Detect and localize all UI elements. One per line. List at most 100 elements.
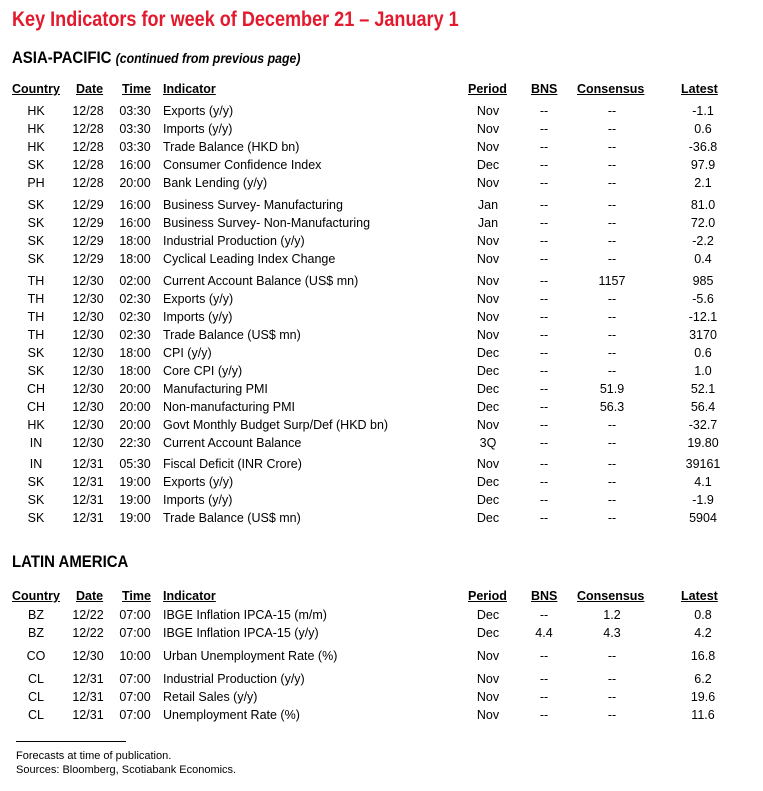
header-bns: BNS	[531, 82, 558, 96]
header-date: Date	[76, 82, 104, 96]
cell-indicator: Industrial Production (y/y)	[163, 672, 305, 686]
cell-consensus: --	[607, 310, 617, 324]
cell-bns: --	[539, 364, 549, 378]
cell-consensus: --	[607, 328, 617, 342]
cell-period: Nov	[476, 649, 500, 663]
cell-consensus: --	[607, 198, 617, 212]
section-title: LATIN AMERICA	[12, 552, 128, 572]
cell-bns: --	[539, 198, 549, 212]
header-latest: Latest	[681, 82, 718, 96]
cell-latest: -32.7	[688, 418, 718, 432]
cell-time: 16:00	[119, 216, 151, 230]
footnote-divider	[16, 741, 126, 742]
cell-date: 12/30	[72, 364, 104, 378]
cell-date: 12/30	[72, 274, 104, 288]
cell-indicator: Exports (y/y)	[163, 292, 234, 306]
header-period: Period	[468, 589, 507, 603]
cell-consensus: --	[607, 176, 617, 190]
table-row: SK 12/29 16:00 Business Survey- Non-Manufac…	[0, 214, 763, 232]
cell-country: SK	[27, 234, 45, 248]
table-row: SK 12/30 18:00 Core CPI (y/y) Dec -- -- 1.0	[0, 362, 763, 380]
cell-consensus: --	[607, 475, 617, 489]
table-row: IN 12/30 22:30 Current Account Balance 3Q -- -…	[0, 434, 763, 452]
cell-latest: 11.6	[691, 708, 715, 722]
cell-period: Dec	[476, 511, 500, 525]
table-row: SK 12/29 18:00 Cyclical Leading Index Chang…	[0, 250, 763, 268]
cell-time: 03:30	[119, 104, 151, 118]
table-row: HK 12/30 20:00 Govt Monthly Budget Surp/Def…	[0, 416, 763, 434]
cell-time: 02:30	[119, 292, 151, 306]
footnote-forecasts: Forecasts at time of publication.	[16, 750, 172, 762]
cell-country: SK	[27, 511, 45, 525]
header-consensus: Consensus	[577, 82, 645, 96]
cell-indicator: Manufacturing PMI	[163, 382, 268, 396]
cell-latest: 39161	[685, 457, 721, 471]
cell-latest: 4.1	[694, 475, 712, 489]
table-row: TH 12/30 02:30 Imports (y/y) Nov -- -- -12.1	[0, 308, 763, 326]
cell-period: Dec	[476, 475, 500, 489]
cell-indicator: Non-manufacturing PMI	[163, 400, 296, 414]
cell-time: 22:30	[119, 436, 151, 450]
header-country: Country	[12, 589, 60, 603]
header-period: Period	[468, 82, 507, 96]
header-indicator: Indicator	[163, 82, 216, 96]
cell-bns: --	[539, 400, 549, 414]
table-row: CH 12/30 20:00 Manufacturing PMI Dec -- 51.9 52…	[0, 380, 763, 398]
cell-period: Dec	[476, 364, 500, 378]
table-row: BZ 12/22 07:00 IBGE Inflation IPCA-15 (m/m)…	[0, 606, 763, 624]
section-name: LATIN AMERICA	[12, 552, 129, 571]
cell-date: 12/29	[72, 198, 104, 212]
cell-consensus: --	[607, 346, 617, 360]
cell-indicator: Current Account Balance	[163, 436, 302, 450]
cell-period: Nov	[476, 708, 500, 722]
table-row: TH 12/30 02:30 Exports (y/y) Nov -- -- -5.6	[0, 290, 763, 308]
cell-bns: --	[539, 158, 549, 172]
table-row: CL 12/31 07:00 Unemployment Rate (%) Nov -- --…	[0, 706, 763, 724]
cell-indicator: Consumer Confidence Index	[163, 158, 322, 172]
cell-consensus: --	[607, 234, 617, 248]
cell-period: Nov	[476, 690, 500, 704]
cell-date: 12/28	[72, 122, 104, 136]
cell-country: HK	[27, 418, 45, 432]
cell-date: 12/28	[72, 176, 104, 190]
cell-country: CL	[28, 672, 44, 686]
cell-date: 12/31	[72, 475, 104, 489]
cell-latest: 6.2	[694, 672, 712, 686]
cell-time: 07:00	[119, 690, 151, 704]
cell-consensus: 1157	[598, 274, 626, 288]
cell-country: CO	[26, 649, 46, 663]
cell-date: 12/22	[72, 608, 104, 622]
cell-indicator: Imports (y/y)	[163, 122, 233, 136]
cell-bns: --	[539, 708, 549, 722]
header-latest: Latest	[681, 589, 718, 603]
header-consensus: Consensus	[577, 589, 645, 603]
cell-time: 19:00	[119, 493, 151, 507]
cell-latest: 72.0	[690, 216, 716, 230]
cell-period: Nov	[476, 140, 500, 154]
cell-consensus: --	[607, 672, 617, 686]
cell-bns: --	[539, 346, 549, 360]
cell-country: HK	[27, 104, 45, 118]
cell-consensus: --	[607, 511, 617, 525]
cell-bns: --	[539, 104, 549, 118]
cell-period: Dec	[476, 493, 500, 507]
cell-country: HK	[27, 122, 45, 136]
cell-bns: --	[539, 457, 549, 471]
cell-consensus: --	[607, 457, 617, 471]
cell-country: CH	[26, 382, 46, 396]
page-title: Key Indicators for week of December 21 –…	[12, 8, 459, 31]
table-row: HK 12/28 03:30 Trade Balance (HKD bn) Nov -- -…	[0, 138, 763, 156]
cell-date: 12/30	[72, 400, 104, 414]
cell-indicator: Imports (y/y)	[163, 493, 233, 507]
table-row: SK 12/31 19:00 Exports (y/y) Dec -- -- 4.1	[0, 473, 763, 491]
cell-consensus: --	[607, 649, 617, 663]
cell-country: SK	[27, 475, 45, 489]
cell-latest: 3170	[689, 328, 717, 342]
cell-latest: 5904	[689, 511, 717, 525]
cell-period: Nov	[476, 310, 500, 324]
cell-period: Nov	[476, 122, 500, 136]
cell-time: 20:00	[119, 400, 151, 414]
cell-country: CL	[28, 690, 44, 704]
table-row: HK 12/28 03:30 Exports (y/y) Nov -- -- -1.1	[0, 102, 763, 120]
cell-date: 12/29	[72, 216, 104, 230]
